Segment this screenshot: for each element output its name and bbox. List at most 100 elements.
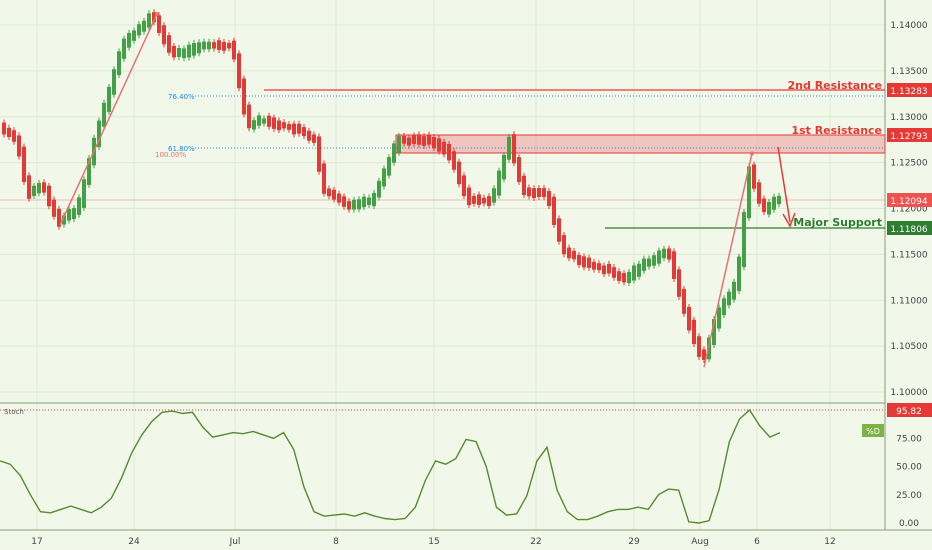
candle-body [582,256,586,268]
candle-body [172,45,176,58]
candle-body [767,201,771,215]
candle-body [27,175,31,199]
trend-arrow-tip [155,11,159,16]
candle-body [627,271,631,284]
trend-arrow [59,13,158,226]
candle-body [492,188,496,203]
candle-body [402,135,406,144]
resistance-zone [395,134,886,154]
candle-body [592,261,596,270]
candle-body [17,135,21,157]
time-tick-label: Jul [229,537,241,547]
stoch-d-line [0,408,781,524]
candle-body [7,127,11,137]
candle-body [662,248,666,259]
candle-body [512,134,516,164]
candle-body [407,137,411,146]
candle-body [302,127,306,137]
trend-arrow-tip [750,151,754,156]
candle-body [312,134,316,143]
candle-body [32,185,36,196]
candle-body [347,201,351,210]
candle-body [517,157,521,183]
candle-body [52,199,56,217]
candle-body [57,208,61,227]
candle-body [167,35,171,53]
candle-body [317,136,321,172]
candle-body [122,38,126,59]
candle-body [472,195,476,204]
price-tick-labels: 1.14000 1.13500 1.13000 1.12500 1.12000 1.115… [890,21,927,398]
candle-body [337,193,341,203]
candle-body [377,180,381,198]
candle-body [417,134,421,145]
candle-body [502,154,506,180]
fib-label-100: 100.00% [155,151,186,159]
candle-body [87,158,91,185]
candle-body [442,141,446,155]
candle-body [177,48,181,57]
candle-body [182,48,186,59]
candle-body [252,120,256,130]
candle-body [187,44,191,58]
candle-body [612,267,616,278]
time-tick-label: 22 [530,537,541,547]
candle-body [572,250,576,260]
candle-body [212,42,216,49]
candle-body [12,130,16,142]
candle-body [42,182,46,193]
stoch-legend-label: %D [866,427,880,436]
candle-body [557,218,561,242]
candle-body [497,170,501,196]
candle-body [652,255,656,266]
candle-body [232,40,236,60]
price-tick-label: 1.14000 [890,21,927,31]
time-tick-label: 29 [628,537,640,547]
candle-body [222,41,226,51]
candle-body [412,135,416,144]
candle-body [737,256,741,291]
candle-body [192,43,196,56]
candle-body [617,271,621,281]
candle-body [637,263,641,277]
candle-body [82,179,86,208]
candle-body [687,306,691,331]
time-tick-label: 24 [128,537,140,547]
first-resistance-label: 1st Resistance [791,124,882,137]
candle-body [342,196,346,207]
candle-body [692,319,696,345]
stoch-tick-label: 50.00 [896,463,922,473]
time-tick-label: 15 [428,537,439,547]
trend-lines [59,11,754,368]
candle-body [522,175,526,196]
last-price-value: 1.12094 [890,197,927,207]
candle-body [297,123,301,134]
candle-body [467,187,471,206]
stoch-tick-label: 0.00 [899,519,919,529]
major-support-price: 1.11806 [890,225,927,235]
candle-body [357,199,361,210]
price-tick-label: 1.13500 [890,67,927,77]
time-tick-labels: 17 24 Jul 8 15 22 29 Aug 6 12 [31,537,835,547]
candle-body [137,24,141,36]
first-resistance-price: 1.12793 [890,132,927,142]
candle-body [742,212,746,268]
second-resistance-price: 1.13283 [890,87,927,97]
first-resistance-badge [887,128,932,142]
candle-body [642,258,646,271]
candle-body [682,288,686,314]
candle-body [647,258,651,267]
fib-label-764: 76.40% [168,93,195,101]
candle-body [207,41,211,50]
candle-body [777,195,781,205]
candle-body [587,257,591,268]
candle-body [267,115,271,127]
time-tick-label: Aug [691,537,709,547]
major-support-label: Major Support [793,216,882,229]
candle-body [382,168,386,187]
candle-body [707,337,711,360]
candles [2,9,781,364]
candle-body [752,164,756,189]
stoch-value-badge [887,403,932,417]
